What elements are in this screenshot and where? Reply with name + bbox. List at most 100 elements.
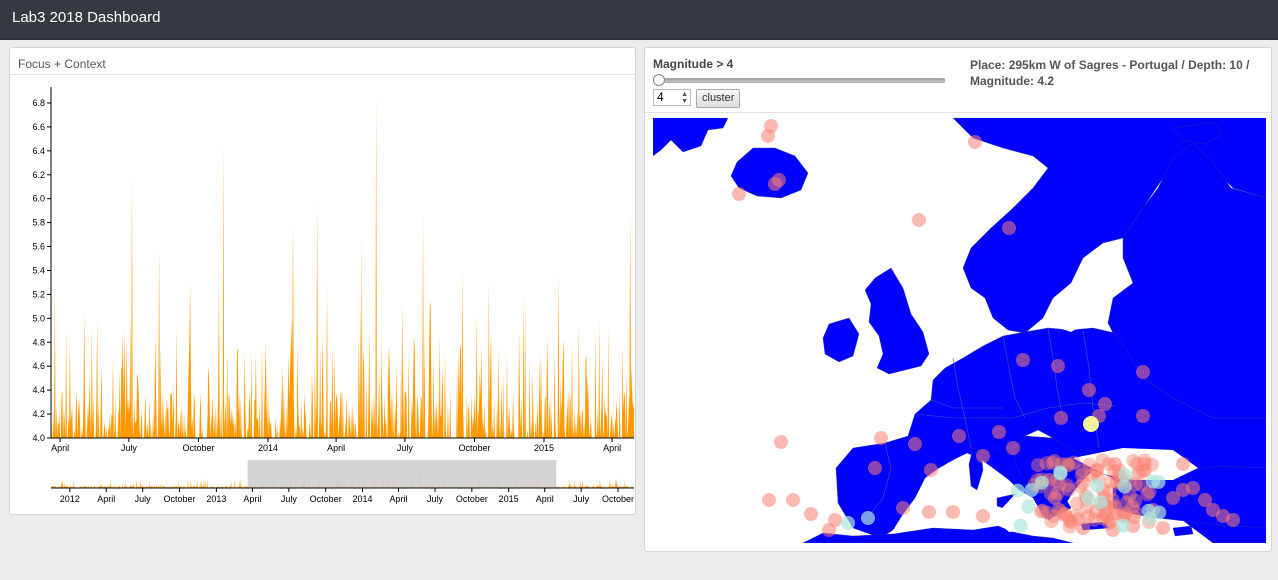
quake-marker bbox=[1135, 464, 1150, 479]
quake-marker bbox=[1053, 504, 1068, 519]
quake-marker bbox=[1118, 506, 1132, 521]
quake-marker bbox=[1101, 457, 1116, 471]
quake-marker bbox=[1128, 504, 1143, 519]
quake-marker bbox=[1070, 496, 1084, 511]
panel-title: Focus + Context bbox=[10, 48, 635, 75]
context-tick-label: July bbox=[573, 494, 590, 504]
y-tick-label: 6.6 bbox=[32, 122, 45, 132]
quake-marker bbox=[1064, 515, 1078, 529]
land-iceland bbox=[730, 147, 809, 199]
y-tick-label: 5.6 bbox=[32, 242, 45, 252]
magnitude-input-value: 4 bbox=[657, 90, 664, 104]
quake-marker bbox=[1039, 456, 1054, 471]
quake-marker bbox=[1126, 519, 1140, 533]
magnitude-label: Magnitude > 4 bbox=[653, 57, 734, 71]
y-tick-label: 4.2 bbox=[32, 409, 45, 419]
quake-marker bbox=[1145, 457, 1159, 472]
context-tick-label: 2015 bbox=[499, 494, 519, 504]
quake-marker bbox=[1035, 503, 1050, 518]
quake-marker bbox=[1082, 383, 1096, 397]
x-tick-label: April bbox=[603, 443, 621, 453]
quake-marker bbox=[1051, 359, 1065, 373]
magnitude-slider[interactable] bbox=[657, 78, 945, 83]
quake-marker bbox=[1103, 474, 1118, 489]
context-tick-label: April bbox=[243, 494, 261, 504]
x-tick-label: 2015 bbox=[534, 443, 554, 453]
quake-marker bbox=[1090, 463, 1104, 477]
quake-marker bbox=[924, 463, 938, 477]
quake-marker bbox=[1031, 458, 1045, 473]
context-tick-label: 2014 bbox=[353, 494, 373, 504]
quake-marker bbox=[1107, 464, 1122, 479]
quake-marker bbox=[1043, 486, 1058, 501]
quake-marker bbox=[874, 431, 888, 445]
quake-marker bbox=[1116, 509, 1130, 523]
quake-marker bbox=[1075, 468, 1089, 483]
quake-marker bbox=[1051, 502, 1066, 517]
quake-marker bbox=[1132, 465, 1146, 479]
quake-marker bbox=[1047, 453, 1062, 468]
quake-marker bbox=[968, 135, 982, 149]
magnitude-number-input[interactable]: 4 ▲ ▼ bbox=[653, 89, 691, 106]
cluster-marker bbox=[1053, 465, 1068, 480]
x-tick-label: April bbox=[327, 443, 345, 453]
country-border bbox=[866, 442, 892, 519]
quake-marker bbox=[1088, 463, 1103, 478]
quake-marker bbox=[1095, 453, 1110, 468]
quake-marker bbox=[1068, 508, 1083, 523]
quake-marker bbox=[1066, 455, 1081, 470]
cluster-marker bbox=[1010, 483, 1025, 498]
land-greenland bbox=[653, 118, 729, 157]
land-great-britain bbox=[864, 267, 930, 375]
y-tick-label: 5.2 bbox=[32, 289, 45, 299]
quake-marker bbox=[992, 425, 1006, 439]
country-border bbox=[1002, 335, 1026, 419]
context-tick-label: July bbox=[427, 494, 444, 504]
quake-marker bbox=[1046, 509, 1061, 524]
quake-marker bbox=[1016, 353, 1030, 367]
land-cyprus bbox=[1172, 525, 1194, 537]
context-tick-label: July bbox=[281, 494, 298, 504]
magnitude-slider-thumb[interactable] bbox=[653, 74, 665, 86]
quake-marker bbox=[1107, 506, 1122, 521]
quake-marker bbox=[764, 119, 778, 133]
selected-quake-marker bbox=[1083, 416, 1099, 432]
quake-marker bbox=[1071, 512, 1086, 527]
context-tick-label: October bbox=[602, 494, 634, 504]
context-tick-label: October bbox=[164, 494, 196, 504]
quake-marker bbox=[1108, 457, 1122, 471]
focus-context-chart[interactable]: 4.0 4.2 4.4 4.6 4.8 5.0 5.2 5.4 5.6 5.8 6.0 6.2 6.4 6… bbox=[10, 76, 635, 512]
spinner-icon[interactable]: ▲ ▼ bbox=[681, 91, 688, 105]
quake-marker bbox=[946, 505, 960, 519]
quake-marker bbox=[1061, 482, 1076, 497]
app-title[interactable]: Lab3 2018 Dashboard bbox=[12, 9, 161, 26]
y-tick-label: 5.0 bbox=[32, 313, 45, 323]
y-tick-label: 4.4 bbox=[32, 385, 45, 395]
quake-marker bbox=[1048, 491, 1062, 505]
quake-marker bbox=[1107, 498, 1122, 513]
quake-marker bbox=[1166, 491, 1180, 505]
quake-marker bbox=[1137, 453, 1152, 468]
x-tick-label: July bbox=[121, 443, 138, 453]
y-tick-label: 6.8 bbox=[32, 98, 45, 108]
quake-marker bbox=[1118, 508, 1133, 523]
y-tick-label: 4.0 bbox=[32, 433, 45, 443]
cluster-marker bbox=[1090, 478, 1105, 493]
y-tick-label: 4.8 bbox=[32, 337, 45, 347]
cluster-marker bbox=[1118, 468, 1133, 483]
quake-marker bbox=[1105, 492, 1120, 507]
cluster-button[interactable]: cluster bbox=[696, 89, 741, 108]
quake-marker bbox=[1226, 513, 1240, 527]
quake-marker bbox=[762, 493, 776, 507]
land-ireland bbox=[822, 317, 860, 363]
quake-marker bbox=[1060, 478, 1075, 493]
earthquake-map[interactable] bbox=[653, 118, 1266, 543]
focus-area bbox=[51, 91, 634, 438]
x-tick-label: April bbox=[51, 443, 69, 453]
context-tick-label: April bbox=[97, 494, 115, 504]
quake-marker bbox=[1137, 463, 1152, 478]
context-tick-label: 2012 bbox=[60, 494, 80, 504]
context-tick-label: July bbox=[135, 494, 152, 504]
quake-marker bbox=[1052, 477, 1067, 492]
quake-marker bbox=[952, 429, 966, 443]
